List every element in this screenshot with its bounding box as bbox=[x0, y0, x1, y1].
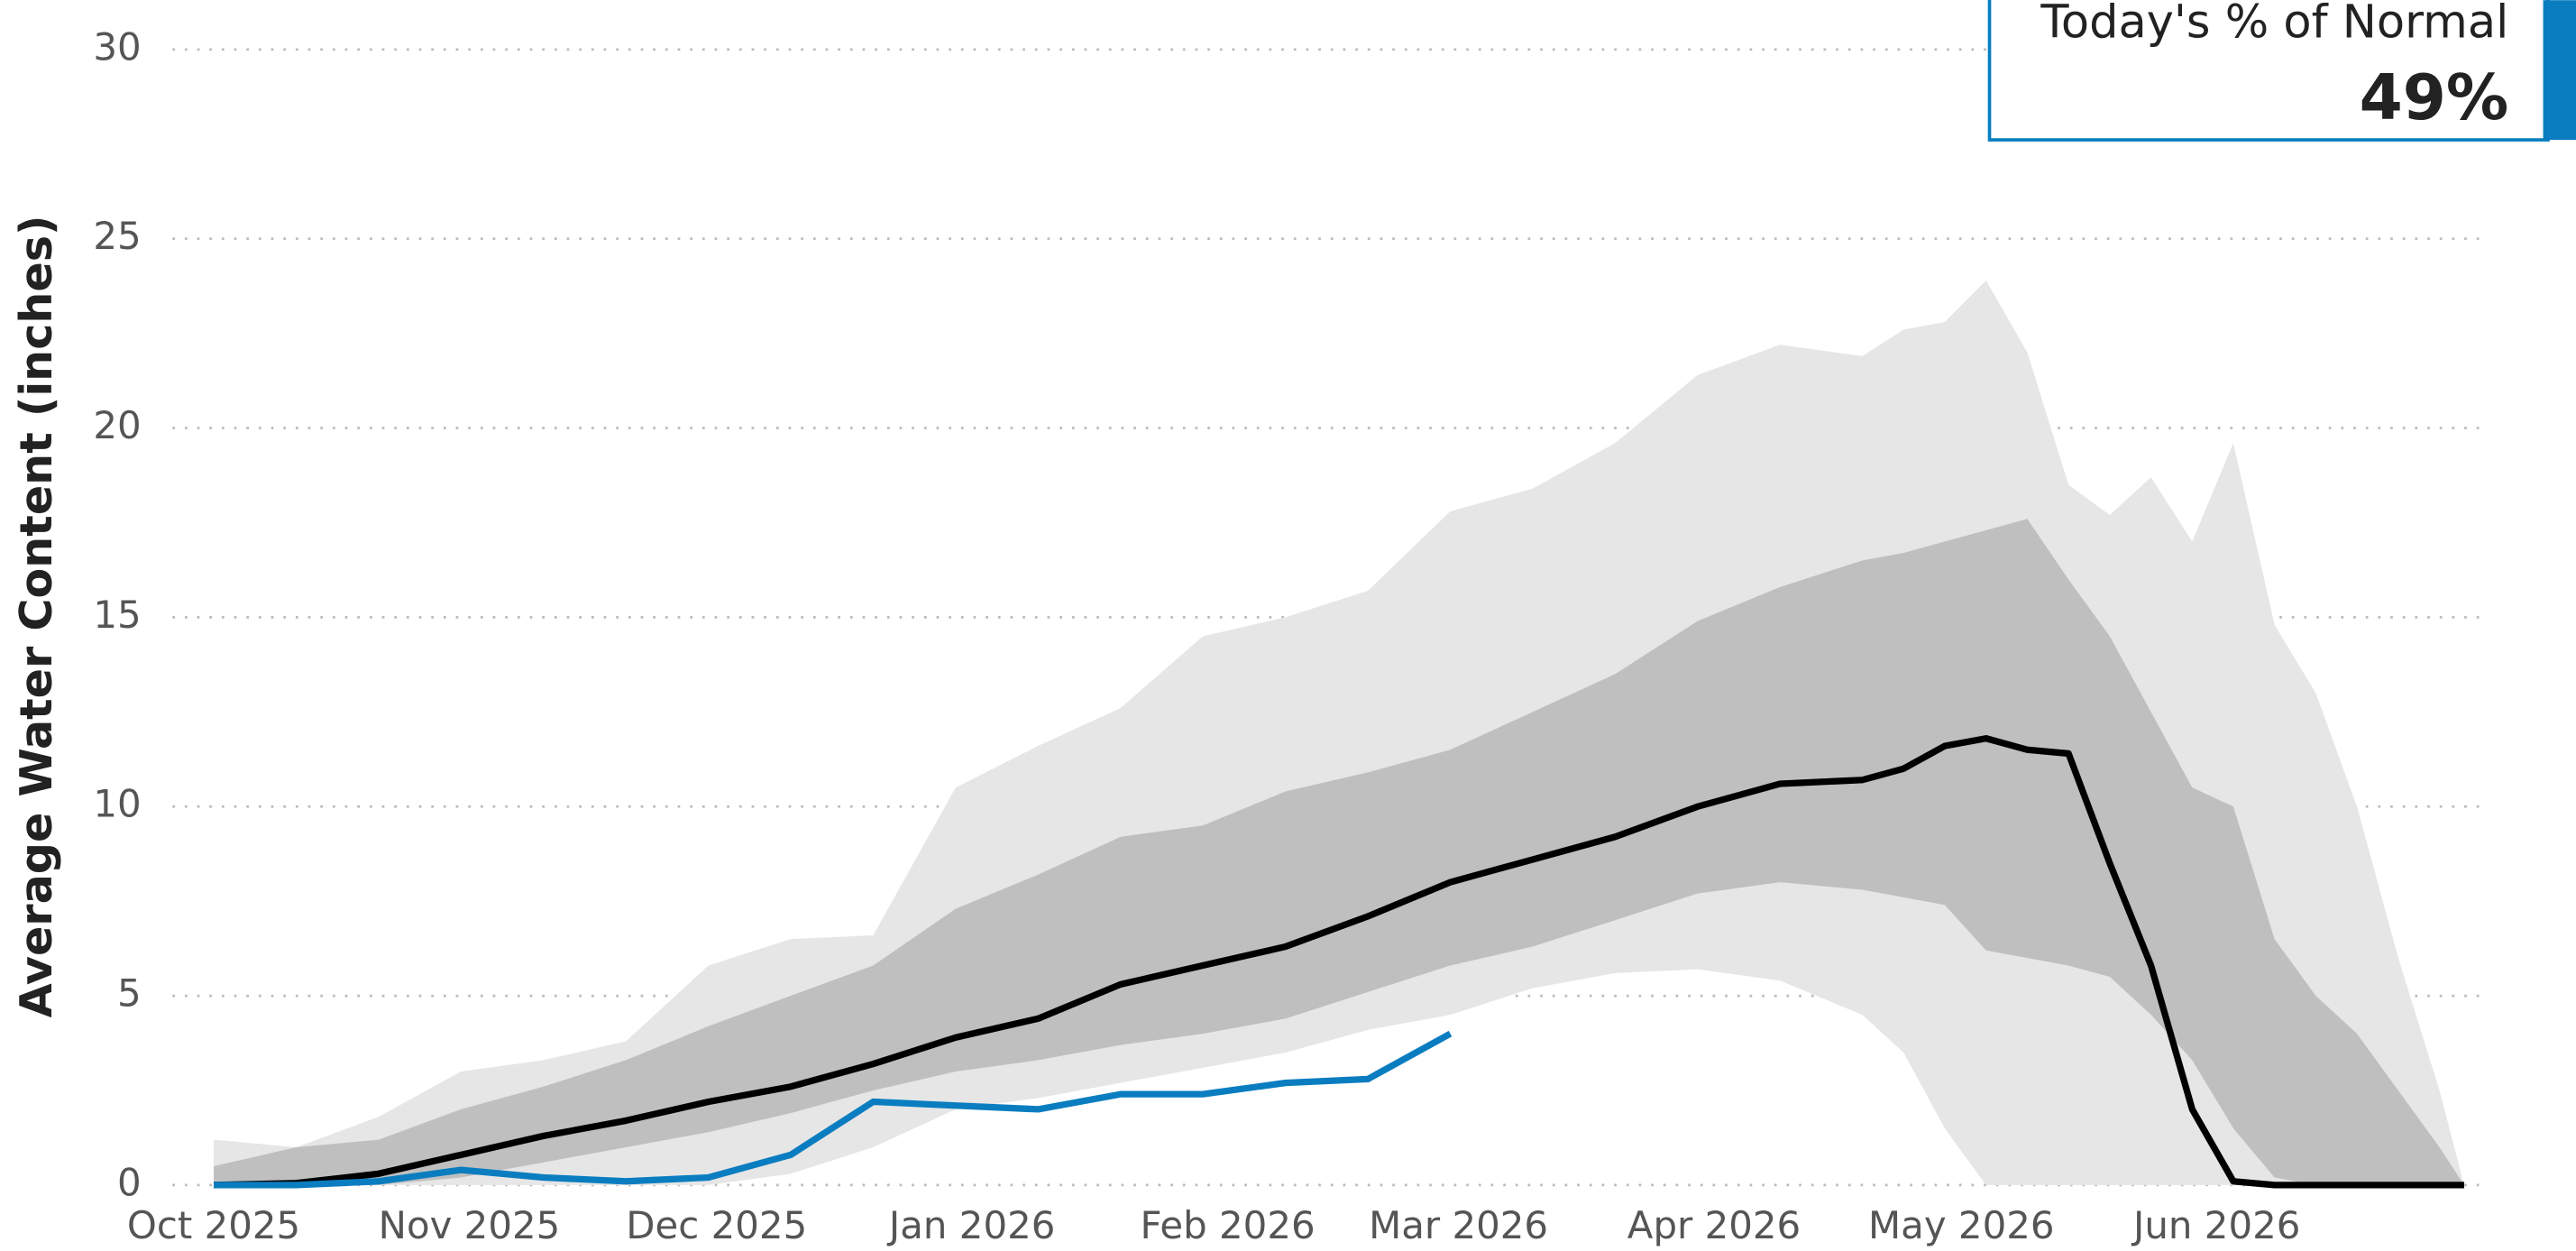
range-band bbox=[214, 280, 2464, 1185]
plot-area: 0 5 10 15 20 25 30 Oct 2025 Nov 2025 Dec 2025 Jan … bbox=[93, 24, 2489, 1247]
x-tick-label: Nov 2025 bbox=[379, 1203, 561, 1247]
y-axis-title: Average Water Content (inches) bbox=[10, 216, 62, 1018]
y-tick-label: 30 bbox=[93, 24, 141, 69]
x-tick-label: Apr 2026 bbox=[1627, 1203, 1801, 1247]
callout-value: 49% bbox=[2360, 62, 2509, 134]
y-tick-label: 5 bbox=[117, 971, 142, 1016]
y-tick-label: 20 bbox=[93, 403, 141, 447]
callout-title: Today's % of Normal bbox=[2040, 0, 2508, 50]
x-tick-label: Feb 2026 bbox=[1141, 1203, 1316, 1247]
x-tick-label: Mar 2026 bbox=[1369, 1203, 1548, 1247]
y-tick-label: 10 bbox=[93, 782, 141, 826]
y-tick-label: 0 bbox=[117, 1160, 142, 1204]
callout-accent bbox=[2543, 0, 2576, 141]
x-tick-label: Jun 2026 bbox=[2131, 1203, 2300, 1247]
series-line bbox=[213, 735, 2464, 1189]
x-tick-label: May 2026 bbox=[1868, 1203, 2055, 1247]
x-tick-label: Dec 2025 bbox=[626, 1203, 807, 1247]
x-tick-label: Oct 2025 bbox=[127, 1203, 300, 1247]
x-tick-label: Jan 2026 bbox=[886, 1203, 1056, 1247]
series-line bbox=[214, 1030, 1453, 1189]
y-tick-label: 15 bbox=[93, 593, 141, 637]
range-band bbox=[214, 519, 2464, 1185]
y-tick-label: 25 bbox=[93, 214, 141, 258]
